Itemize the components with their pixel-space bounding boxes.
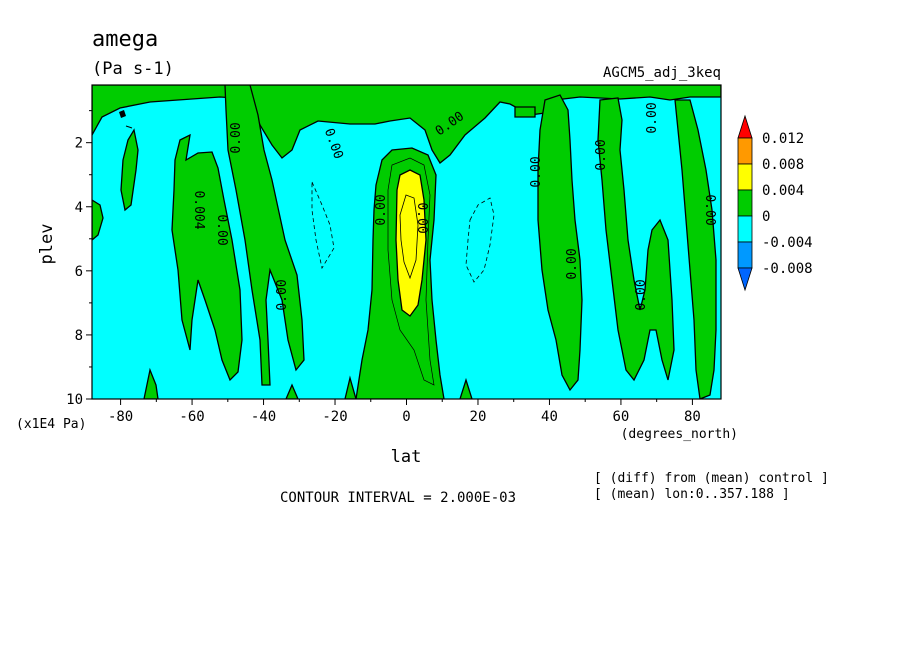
- y-tick-label: 10: [66, 392, 83, 408]
- colorbar-swatch: [737, 189, 753, 217]
- colorbar-label: 0: [762, 209, 770, 225]
- y-axis-title: plev: [37, 224, 57, 265]
- colorbar-top-triangle: [737, 114, 753, 139]
- contour-label: 0.00: [529, 156, 544, 187]
- contour-label: 0.00: [275, 279, 290, 310]
- green-bottom-pocket-4: [459, 377, 473, 399]
- colorbar-swatch: [737, 215, 753, 243]
- contour-interval-text: CONTOUR INTERVAL = 2.000E-03: [280, 490, 516, 506]
- colorbar-label: 0.004: [762, 183, 804, 199]
- contour-labels: 0.00 0.00 0.00 0.00 0.00 0.004 0.00 0.00 0.00 0.0…: [191, 102, 717, 310]
- contour-label: 0.00: [634, 279, 649, 310]
- colorbar-label: -0.008: [762, 261, 813, 277]
- colorbar-swatch: [737, 137, 753, 165]
- x-tick-label: -40: [251, 409, 276, 425]
- inner-contour-positive: [399, 194, 419, 280]
- colorbar-label: 0.012: [762, 131, 804, 147]
- green-column-south-2: [120, 128, 139, 212]
- x-tick-label: -80: [108, 409, 133, 425]
- contour-plot-area: 0.00 0.00 0.00 0.00 0.00 0.004 0.00 0.00 0.00 0.0…: [92, 85, 721, 399]
- note-mean: [ (mean) lon:0..357.188 ]: [594, 487, 790, 502]
- chart-title: amega: [92, 27, 158, 52]
- green-bottom-pocket-1: [143, 367, 159, 399]
- y-axis-units: (x1E4 Pa): [16, 417, 86, 432]
- green-bottom-pocket-3: [344, 375, 357, 399]
- y-axis: 2 4 6 8 10: [66, 110, 92, 408]
- contour-label: 0.004: [191, 190, 206, 229]
- x-tick-label: 20: [470, 409, 487, 425]
- tiny-top-contour: [125, 125, 133, 129]
- y-tick-label: 2: [75, 136, 83, 152]
- colorbar-swatch: [737, 241, 753, 269]
- x-tick-label: -60: [179, 409, 204, 425]
- dashed-contour-north: [465, 197, 495, 283]
- colorbar: 0.012 0.008 0.004 0 -0.004 -0.008: [737, 114, 813, 292]
- x-tick-label: 0: [402, 409, 410, 425]
- green-column-north-2: [597, 97, 675, 382]
- dashed-contour-south: [311, 181, 335, 270]
- yellow-core-region: [395, 169, 427, 317]
- contour-label: 0.00: [565, 248, 580, 279]
- contour-label: 0.00: [214, 214, 229, 245]
- colorbar-swatch: [737, 163, 753, 191]
- contour-label: 0.00: [702, 194, 717, 225]
- green-column-north-3: [674, 99, 717, 399]
- colorbar-label: -0.004: [762, 235, 813, 251]
- x-axis: -80 -60 -40 -20 0 20 40 60 80: [108, 399, 701, 425]
- colorbar-label: 0.008: [762, 157, 804, 173]
- x-tick-label: 80: [684, 409, 701, 425]
- contour-label: 0.00: [645, 102, 660, 133]
- secondary-contour-positive: [387, 157, 435, 386]
- tiny-black-mark: [119, 110, 126, 118]
- x-axis-units: (degrees_north): [621, 427, 738, 442]
- y-tick-label: 4: [75, 200, 83, 216]
- green-bottom-pocket-2: [285, 383, 299, 399]
- note-diff: [ (diff) from (mean) control ]: [594, 471, 829, 486]
- x-tick-label: 40: [541, 409, 558, 425]
- x-tick-label: 60: [613, 409, 630, 425]
- green-column-south-4: [224, 85, 305, 386]
- dataset-label: AGCM5_adj_3keq: [603, 65, 721, 81]
- y-tick-label: 8: [75, 328, 83, 344]
- green-column-south-3: [171, 133, 243, 382]
- contour-label: 0.00: [414, 202, 429, 233]
- x-tick-label: -20: [322, 409, 347, 425]
- chart-units: (Pa s-1): [92, 59, 174, 79]
- green-column-south-1: [92, 199, 104, 241]
- contour-label: 0.00: [229, 122, 244, 153]
- x-axis-title: lat: [391, 447, 422, 467]
- green-column-north-1: [537, 94, 583, 392]
- green-top-bubble: [514, 106, 536, 118]
- contour-label: 0.00: [594, 139, 609, 170]
- y-tick-label: 6: [75, 264, 83, 280]
- contour-label: 0.00: [374, 194, 389, 225]
- colorbar-bottom-triangle: [737, 267, 753, 292]
